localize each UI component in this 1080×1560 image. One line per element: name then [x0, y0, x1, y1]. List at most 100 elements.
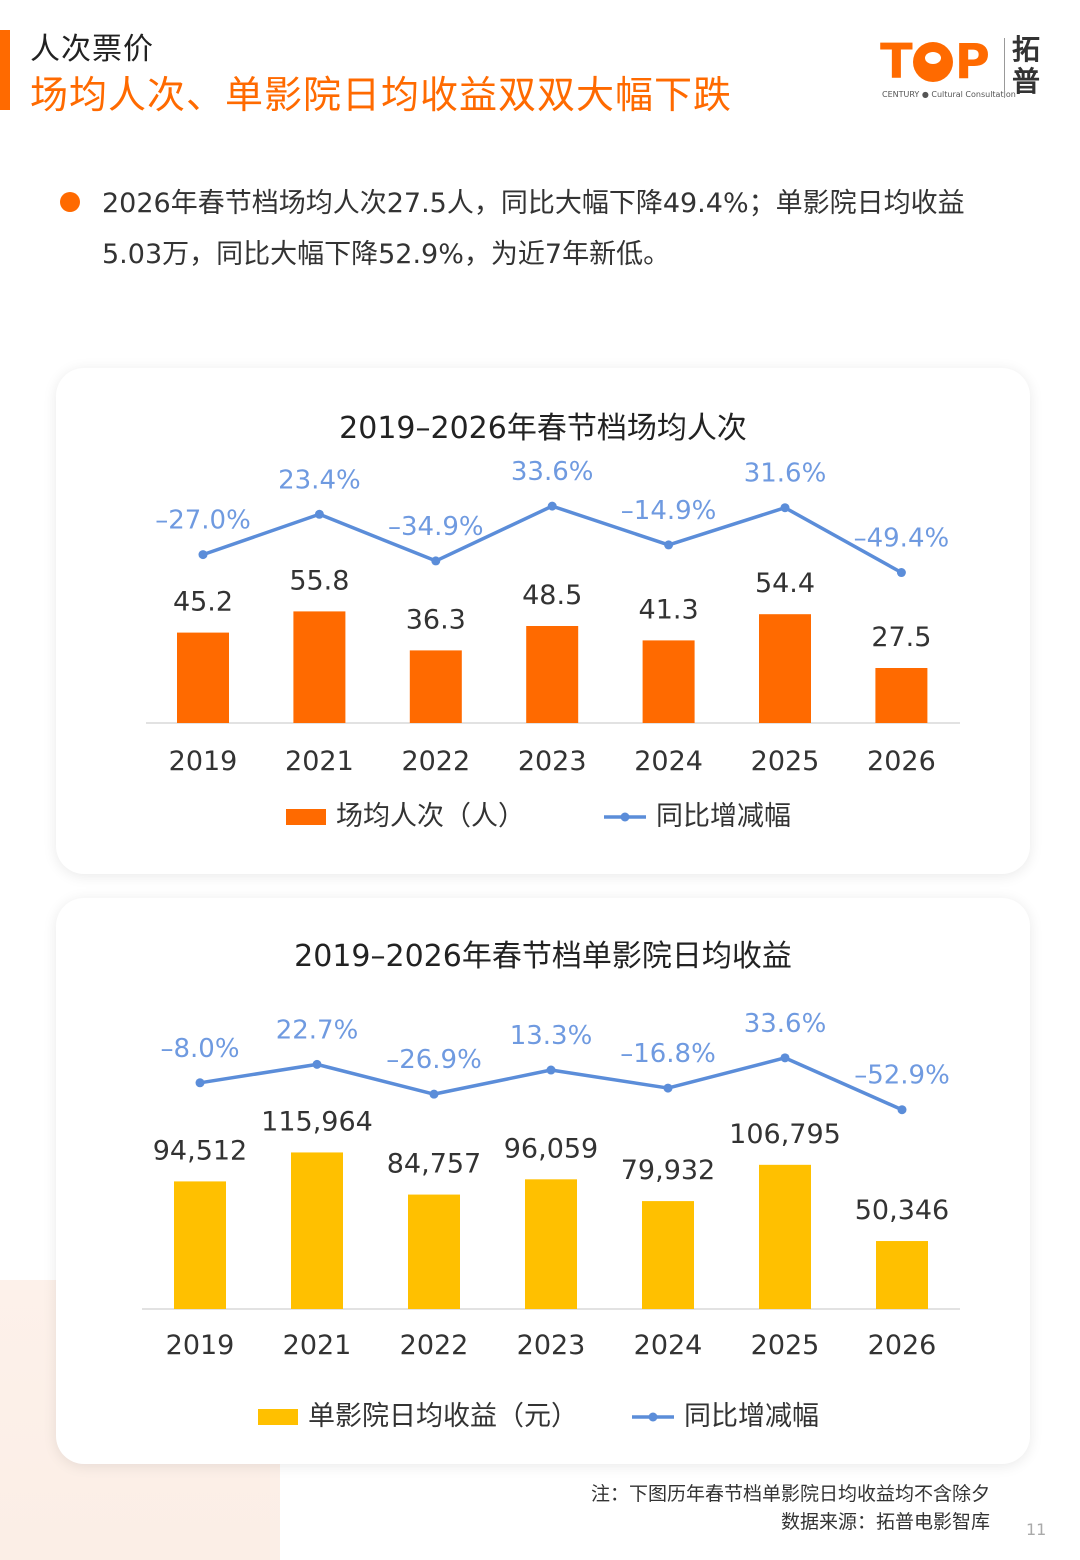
legend-bar-label: 场均人次（人）	[336, 801, 525, 832]
legend-line-marker	[648, 1412, 658, 1422]
x-tick-label: 2019	[166, 1330, 235, 1361]
yoy-point	[546, 1065, 556, 1075]
yoy-label: –34.9%	[388, 512, 484, 542]
yoy-point	[431, 556, 441, 566]
yoy-point	[312, 1059, 322, 1069]
x-tick-label: 2026	[868, 1330, 937, 1361]
bar-value-label: 84,757	[387, 1149, 481, 1180]
x-tick-label: 2023	[517, 1330, 586, 1361]
x-tick-label: 2021	[285, 746, 354, 777]
yoy-label: 33.6%	[744, 1009, 827, 1039]
bar-value-label: 79,932	[621, 1155, 715, 1186]
yoy-point	[896, 568, 906, 578]
yoy-point	[780, 503, 790, 513]
yoy-label: 33.6%	[511, 457, 594, 487]
footnote: 注：下图历年春节档单影院日均收益均不含除夕 数据来源：拓普电影智库	[591, 1480, 990, 1536]
summary-line-1: 2026年春节档场均人次27.5人，同比大幅下降49.4%；单影院日均收益	[102, 188, 965, 219]
x-tick-label: 2021	[283, 1330, 352, 1361]
footnote-source: 数据来源：拓普电影智库	[780, 1511, 990, 1533]
legend-line-label: 同比增减幅	[656, 801, 791, 832]
bar	[174, 1181, 226, 1309]
legend-bar-label: 单影院日均收益（元）	[308, 1401, 578, 1432]
bar	[759, 1164, 811, 1309]
bar	[642, 640, 695, 723]
bar	[408, 1194, 460, 1309]
bar	[526, 626, 579, 723]
yoy-label: –26.9%	[386, 1045, 482, 1075]
summary-line-2: 5.03万，同比大幅下降52.9%，为近7年新低。	[102, 239, 671, 270]
attendance-chart: 2019–2026年春节档场均人次 45.2 55.8 36.3 48.5 41.3 54.…	[146, 411, 960, 832]
yoy-line	[202, 504, 903, 575]
footnote-note: 注：下图历年春节档单影院日均收益均不含除夕	[590, 1483, 990, 1505]
bar-value-label: 96,059	[504, 1133, 598, 1164]
section-kicker: 人次票价	[30, 32, 154, 67]
logo-chinese: 拓普	[1012, 33, 1041, 98]
x-tick-label: 2024	[634, 746, 703, 777]
logo-divider	[1004, 38, 1005, 98]
yoy-label: –16.8%	[620, 1039, 716, 1069]
header-accent-bar	[0, 30, 10, 110]
yoy-point	[547, 501, 557, 511]
page-number: 11	[1026, 1520, 1047, 1539]
summary-text: 2026年春节档场均人次27.5人，同比大幅下降49.4%；单影院日均收益 5.…	[102, 178, 1042, 280]
chart-legend: 单影院日均收益（元） 同比增减幅	[258, 1401, 819, 1432]
yoy-point	[429, 1089, 439, 1099]
bullet-icon	[60, 192, 80, 212]
bar-value-label: 94,512	[153, 1135, 247, 1166]
legend-bar-swatch	[258, 1409, 298, 1425]
bar	[642, 1201, 694, 1309]
bar-value-label: 36.3	[406, 604, 466, 635]
x-tick-label: 2019	[169, 746, 238, 777]
legend-line-marker	[620, 812, 630, 822]
legend-line-label: 同比增减幅	[684, 1401, 819, 1432]
attendance-chart-card: 2019–2026年春节档场均人次 45.2 55.8 36.3 48.5 41.3 54.…	[56, 368, 1030, 874]
x-tick-label: 2023	[518, 746, 587, 777]
bar-value-label: 106,795	[729, 1119, 841, 1150]
bar-value-label: 27.5	[871, 622, 931, 653]
legend-bar-swatch	[286, 809, 326, 825]
bar	[876, 1241, 928, 1309]
x-tick-label: 2025	[751, 1330, 820, 1361]
yoy-point	[314, 509, 324, 519]
chart-title: 2019–2026年春节档场均人次	[339, 411, 747, 446]
yoy-label: 13.3%	[510, 1021, 593, 1051]
yoy-label: –8.0%	[160, 1034, 239, 1064]
yoy-point	[663, 1083, 673, 1093]
yoy-label: –49.4%	[854, 524, 950, 554]
logo-o-icon	[912, 42, 953, 82]
bar-value-label: 54.4	[755, 568, 815, 599]
chart-title: 2019–2026年春节档单影院日均收益	[294, 939, 792, 974]
bar-value-label: 48.5	[522, 580, 582, 611]
revenue-chart: 2019–2026年春节档单影院日均收益 94,512 115,964 84,757 9…	[142, 939, 960, 1432]
yoy-label: –27.0%	[155, 506, 251, 536]
bar	[409, 650, 462, 723]
yoy-point	[195, 1078, 205, 1088]
page-title: 场均人次、单影院日均收益双双大幅下跌	[30, 73, 733, 117]
yoy-point	[198, 550, 208, 560]
bar-value-label: 50,346	[855, 1195, 949, 1226]
yoy-label: –14.9%	[621, 496, 717, 526]
yoy-label: –52.9%	[854, 1061, 950, 1091]
chart-legend: 场均人次（人） 同比增减幅	[286, 801, 791, 832]
bar-value-label: 115,964	[261, 1106, 373, 1137]
bar	[525, 1179, 577, 1309]
bar-value-label: 45.2	[173, 587, 233, 618]
bar	[293, 611, 346, 723]
yoy-label: 31.6%	[744, 459, 827, 489]
yoy-point	[780, 1053, 790, 1063]
yoy-point	[664, 540, 674, 550]
bar-value-label: 41.3	[639, 594, 699, 625]
yoy-point	[897, 1105, 907, 1115]
x-tick-label: 2026	[867, 746, 936, 777]
logo-subtitle: CENTURY ● Cultural Consultation	[882, 90, 1016, 99]
yoy-label: 23.4%	[278, 465, 361, 495]
x-tick-label: 2022	[401, 746, 470, 777]
revenue-chart-card: 2019–2026年春节档单影院日均收益 94,512 115,964 84,757 9…	[56, 898, 1030, 1464]
bar	[759, 614, 811, 723]
x-tick-label: 2022	[400, 1330, 469, 1361]
x-tick-label: 2024	[634, 1330, 703, 1361]
bar-value-label: 55.8	[289, 565, 349, 596]
x-tick-label: 2025	[751, 746, 820, 777]
